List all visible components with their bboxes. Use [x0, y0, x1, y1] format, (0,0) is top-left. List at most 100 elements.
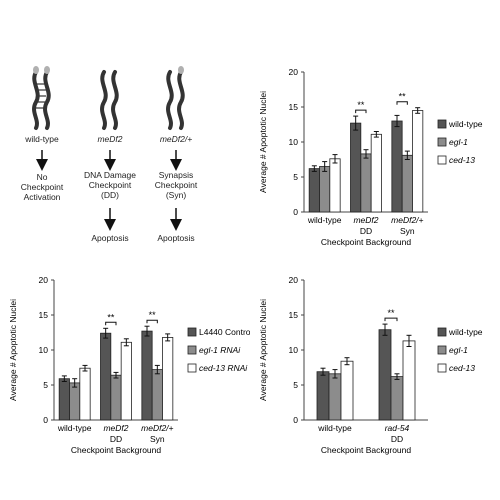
final-outcome-medf2-het: Apoptosis	[157, 233, 195, 243]
x-tick-label: rad-54	[385, 423, 410, 433]
x-tick-sublabel: DD	[360, 226, 372, 236]
y-tick-label: 10	[289, 137, 299, 147]
genotype-label-medf2: meDf2	[97, 134, 123, 144]
bar	[308, 168, 320, 213]
legend-swatch	[437, 345, 447, 355]
bar	[162, 337, 174, 421]
bar	[402, 340, 416, 421]
outcome-medf2: DNA Damage Checkpoint (DD)	[72, 170, 148, 200]
outcome-line: (Syn)	[165, 190, 187, 200]
legend-label: ced-13	[449, 363, 475, 373]
legend-swatch	[187, 327, 197, 337]
schematic-drawing	[32, 66, 185, 231]
significance-bracket	[355, 109, 367, 114]
bar-chart-svg: Average # Apoptotic Nuclei 0 5 10 15 20 wild-t…	[8, 275, 253, 455]
outcome-line: No	[36, 172, 48, 182]
chart-panel-bottom-right: Average # Apoptotic Nuclei 0 5 10 15 20 wild-t…	[250, 268, 500, 468]
legend-label: ced-13 RNAi	[199, 363, 248, 373]
legend-swatch	[187, 345, 197, 355]
bar	[141, 330, 153, 421]
x-tick-sublabel: DD	[391, 434, 403, 444]
outcome-wild-type: No Checkpoint Activation	[7, 172, 77, 202]
x-tick-label: wild-type	[317, 423, 352, 433]
y-tick-label: 10	[39, 345, 49, 355]
bar	[316, 371, 330, 421]
legend-label: egl-1	[449, 345, 468, 355]
legend-label: wild-type	[448, 119, 483, 129]
significance-label: **	[387, 308, 395, 318]
outcome-line: Activation	[23, 192, 61, 202]
significance-bracket	[105, 321, 117, 326]
outcome-line: Checkpoint	[20, 182, 64, 192]
x-tick-sublabel: Syn	[150, 434, 165, 444]
x-axis-title: Checkpoint Background	[321, 445, 412, 455]
bar	[100, 332, 112, 421]
x-axis-title: Checkpoint Background	[321, 237, 412, 247]
outcome-medf2-het: Synapsis Checkpoint (Syn)	[141, 170, 211, 200]
checkpoint-schematic: wild-type meDf2 meDf2/+ No Checkpoint Ac…	[0, 0, 240, 260]
x-tick-label: meDf2/+	[391, 215, 423, 225]
y-tick-label: 5	[43, 380, 48, 390]
genotype-label-medf2-het: meDf2/+	[159, 134, 193, 144]
bar	[319, 166, 331, 213]
final-outcome-medf2: Apoptosis	[91, 233, 129, 243]
y-tick-label: 15	[289, 102, 299, 112]
significance-bracket	[384, 317, 398, 322]
outcome-line: DNA Damage	[84, 170, 136, 180]
y-tick-label: 15	[39, 310, 49, 320]
bar	[391, 120, 403, 213]
y-tick-label: 20	[289, 275, 299, 285]
x-axis-title: Checkpoint Background	[71, 445, 162, 455]
significance-label: **	[107, 312, 115, 322]
bar	[151, 369, 163, 421]
bar	[390, 376, 404, 421]
y-tick-label: 10	[289, 345, 299, 355]
bar-chart-svg: Average # Apoptotic Nuclei 0 5 10 15 20 wild-t…	[258, 67, 483, 247]
legend-swatch	[437, 119, 447, 129]
outcome-line: (DD)	[101, 190, 119, 200]
legend-swatch	[437, 155, 447, 165]
bar	[69, 382, 81, 421]
y-tick-label: 5	[293, 172, 298, 182]
outcome-line: Synapsis	[158, 170, 194, 180]
legend-label: egl-1 RNAi	[199, 345, 241, 355]
y-tick-label: 0	[293, 207, 298, 217]
legend-swatch	[437, 327, 447, 337]
legend-label: egl-1	[449, 137, 468, 147]
significance-label: **	[357, 100, 365, 110]
y-tick-label: 20	[39, 275, 49, 285]
y-axis-title: Average # Apoptotic Nuclei	[8, 299, 18, 401]
x-tick-sublabel: Syn	[400, 226, 415, 236]
significance-bracket	[146, 319, 158, 324]
bar	[340, 360, 354, 421]
y-tick-label: 0	[293, 415, 298, 425]
bar	[412, 110, 424, 213]
x-tick-label: wild-type	[57, 423, 92, 433]
legend-swatch	[437, 137, 447, 147]
bar	[370, 133, 382, 213]
bar	[58, 378, 70, 421]
x-tick-label: meDf2	[353, 215, 378, 225]
significance-label: **	[399, 92, 407, 102]
outcome-line: Checkpoint	[88, 180, 132, 190]
bar	[120, 341, 132, 421]
bar	[360, 153, 372, 213]
x-tick-sublabel: DD	[110, 434, 122, 444]
x-tick-label: meDf2	[103, 423, 128, 433]
y-axis-title: Average # Apoptotic Nuclei	[258, 91, 268, 193]
bar	[79, 367, 91, 421]
bar	[110, 374, 122, 421]
y-tick-label: 5	[293, 380, 298, 390]
legend-swatch	[437, 363, 447, 373]
legend-swatch	[187, 363, 197, 373]
x-tick-label: meDf2/+	[141, 423, 173, 433]
worm-icon-medf2-het	[166, 66, 185, 130]
bar	[329, 158, 341, 213]
bar-chart-svg: Average # Apoptotic Nuclei 0 5 10 15 20 wild-t…	[258, 275, 483, 455]
significance-label: **	[149, 310, 157, 320]
bar	[401, 154, 413, 213]
genotype-label-wild-type: wild-type	[25, 134, 59, 144]
chart-panel-top-right: Average # Apoptotic Nuclei 0 5 10 15 20 wild-t…	[250, 60, 500, 260]
bar	[350, 122, 362, 213]
bar	[378, 329, 392, 421]
